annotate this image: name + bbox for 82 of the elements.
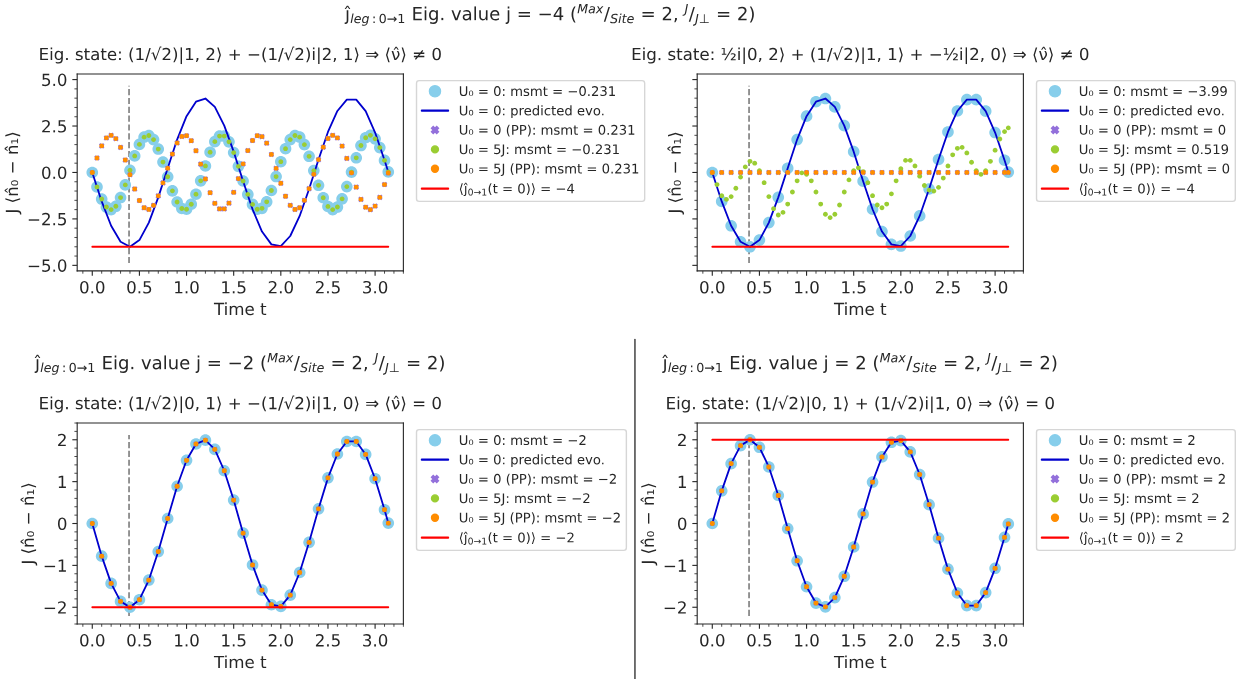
legend-label: U₀ = 5J: msmt = 0.519	[1079, 144, 1229, 157]
legend-label: U₀ = 5J: msmt = −2	[459, 493, 590, 506]
x-tick-label: 0.5	[127, 634, 152, 647]
x-axis-title: Time t	[213, 655, 267, 669]
x-tick-label: 0.0	[700, 634, 725, 647]
legend-label: U₀ = 0 (PP): msmt = 0	[1079, 124, 1226, 137]
x-tick-label: 0.5	[747, 634, 772, 647]
x-tick-label: 0.0	[700, 280, 725, 294]
x-tick-label: 1.0	[175, 280, 199, 294]
x-tick-label: 2.5	[935, 634, 960, 647]
x-tick-label: 2.0	[268, 280, 293, 294]
legend-label: U₀ = 5J (PP): msmt = −2	[459, 512, 620, 526]
chart-title: ĵ$_{leg:0→1}$ Eig. value j = 2 ($^{Max}$/$_{Site}$ = 2, $^{J}$/$_{J⊥}$ = 2)	[662, 353, 1057, 375]
y-tick-label: 1	[58, 475, 66, 488]
legend-label: U₀ = 0: predicted evo.	[1079, 454, 1224, 468]
y-tick-label: −5.0	[28, 259, 67, 272]
x-tick-label: 3.0	[983, 634, 1008, 647]
legend-label: ⟨ĵ$_{0→1}$(t = 0)⟩ = −4	[1079, 182, 1195, 197]
x-axis-title: Time t	[213, 302, 267, 316]
x-tick-label: 2.5	[315, 634, 340, 647]
y-tick-label: −1	[44, 559, 66, 572]
legend-label: U₀ = 0 (PP): msmt = −2	[459, 473, 616, 486]
legend-label: U₀ = 0: predicted evo.	[459, 105, 604, 119]
y-axis-title: J ⟨n̂₀ − n̂₁⟩	[640, 483, 658, 566]
x-tick-label: 3.0	[363, 634, 388, 647]
x-tick-label: 0.5	[127, 280, 152, 294]
y-tick-label: 0	[57, 517, 67, 531]
x-tick-label: 1.5	[222, 634, 246, 647]
x-tick-label: 2.5	[935, 280, 960, 294]
legend-label: U₀ = 5J (PP): msmt = 2	[1079, 512, 1229, 526]
legend-label: ⟨ĵ$_{0→1}$(t = 0)⟩ = −2	[459, 531, 574, 546]
legend-label: U₀ = 0 (PP): msmt = 0.231	[459, 124, 635, 137]
x-tick-label: 1.5	[842, 281, 866, 294]
x-tick-label: 2.0	[268, 634, 293, 647]
legend-label: U₀ = 5J: msmt = 2	[1079, 493, 1199, 506]
x-tick-label: 2.0	[888, 280, 913, 294]
y-tick-label: 0.0	[42, 166, 67, 180]
y-axis-title: J ⟨n̂₀ − n̂₁⟩	[20, 483, 38, 566]
y-tick-label: 2	[678, 433, 686, 447]
y-tick-label: 5.0	[42, 73, 67, 87]
x-tick-label: 1.0	[795, 634, 819, 647]
y-tick-label: −1	[664, 559, 686, 572]
chart-subtitle: Eig. state: (1/√2)|0, 1⟩ + (1/√2)i|1, 0⟩ ⇒ ⟨ν̂⟩ = 0	[667, 395, 1054, 414]
legend-label: U₀ = 0 (PP): msmt = 2	[1079, 473, 1225, 486]
legend-label: U₀ = 0: predicted evo.	[1079, 105, 1224, 119]
x-tick-label: 3.0	[363, 280, 388, 294]
legend-label: ⟨ĵ$_{0→1}$(t = 0)⟩ = 2	[1079, 531, 1183, 546]
legend-label: U₀ = 0: msmt = −3.99	[1079, 86, 1227, 97]
x-tick-label: 1.5	[222, 281, 246, 294]
chart-subtitle: Eig. state: (1/√2)|0, 1⟩ + −(1/√2)i|1, 0⟩ ⇒ ⟨ν̂⟩ = 0	[40, 395, 441, 414]
y-tick-label: 1	[678, 475, 686, 488]
legend-label: U₀ = 0: msmt = −0.231	[459, 86, 615, 97]
x-tick-label: 0.0	[80, 634, 105, 647]
legend-label: ⟨ĵ$_{0→1}$(t = 0)⟩ = −4	[459, 182, 575, 197]
chart-subtitle: Eig. state: (1/√2)|1, 2⟩ + −(1/√2)i|2, 1⟩ ⇒ ⟨ν̂⟩ ≠ 0	[40, 46, 441, 65]
x-tick-label: 1.0	[795, 280, 819, 294]
legend-label: U₀ = 5J (PP): msmt = 0	[1079, 163, 1230, 177]
legend-label: U₀ = 5J (PP): msmt = 0.231	[459, 163, 639, 177]
x-tick-label: 2.5	[315, 280, 340, 294]
x-tick-label: 0.0	[80, 280, 105, 294]
legend-label: U₀ = 0: msmt = 2	[1079, 435, 1195, 446]
x-tick-label: 2.0	[888, 634, 913, 647]
y-tick-label: −2	[44, 601, 66, 614]
legend-label: U₀ = 5J: msmt = −0.231	[459, 144, 619, 157]
x-tick-label: 0.5	[747, 280, 772, 294]
chart-title: ĵ$_{leg:0→1}$ Eig. value j = −2 ($^{Max}$/$_{Site}$ = 2, $^{J}$/$_{J⊥}$ = 2)	[34, 353, 444, 375]
x-axis-title: Time t	[833, 302, 887, 316]
y-tick-label: 0	[677, 517, 687, 531]
y-axis-title: J ⟨n̂₀ − n̂₁⟩	[4, 132, 22, 215]
x-tick-label: 1.5	[842, 634, 866, 647]
y-axis-title: J ⟨n̂₀ − n̂₁⟩	[667, 132, 685, 215]
legend-label: U₀ = 0: msmt = −2	[459, 435, 586, 446]
x-tick-label: 3.0	[983, 280, 1008, 294]
y-tick-label: −2	[664, 601, 686, 614]
y-tick-label: 2.5	[42, 119, 67, 133]
x-tick-label: 1.0	[175, 634, 199, 647]
x-axis-title: Time t	[833, 655, 887, 669]
legend-label: U₀ = 0: predicted evo.	[459, 454, 604, 468]
chart-title: ĵ$_{leg:0→1}$ Eig. value j = −4 ($^{Max}$/$_{Site}$ = 2, $^{J}$/$_{J⊥}$ = 2)	[344, 4, 754, 26]
y-tick-label: 2	[58, 433, 66, 447]
y-tick-label: −2.5	[28, 212, 67, 226]
chart-subtitle: Eig. state: ½i|0, 2⟩ + (1/√2)|1, 1⟩ + −½i|2, 0⟩ ⇒ ⟨ν̂⟩ ≠ 0	[632, 46, 1089, 65]
